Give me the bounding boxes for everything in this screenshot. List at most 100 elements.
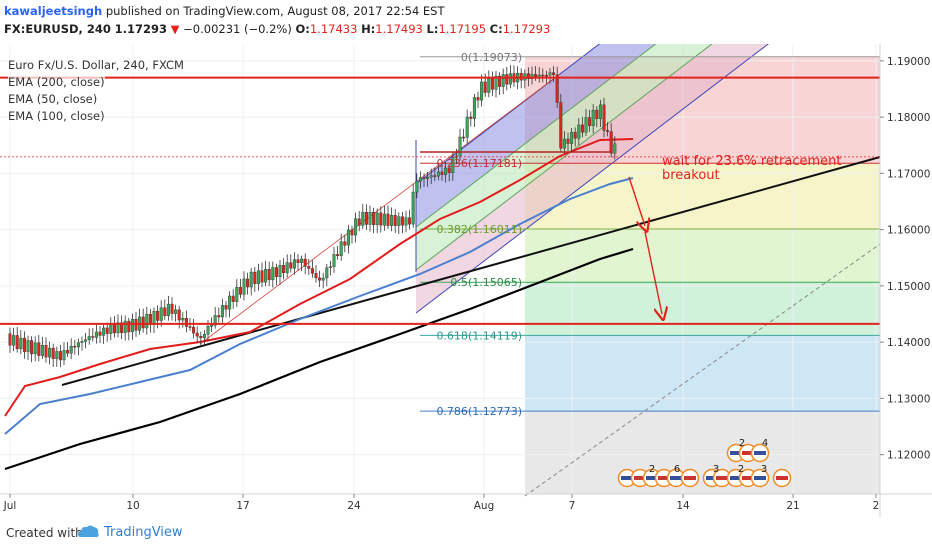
- candle-body: [33, 342, 37, 355]
- flag-stripe-icon: [776, 476, 788, 480]
- candle-body: [271, 267, 275, 281]
- flag-stripe-icon: [730, 451, 742, 455]
- candle-body: [235, 287, 239, 302]
- candle-body: [498, 75, 502, 87]
- price-tick-label: 1.16000: [887, 225, 930, 237]
- price-axis[interactable]: 1.19000 1.18000 1.17000 1.16000 1.15000 1.140…: [879, 44, 932, 517]
- publish-line: kawaljeetsingh published on TradingView.…: [4, 4, 445, 18]
- candle-body: [501, 74, 505, 87]
- candle-body: [184, 318, 188, 327]
- candle-body: [508, 73, 512, 85]
- candle-body: [606, 130, 610, 132]
- candle-body: [145, 314, 149, 329]
- candle-body: [382, 213, 386, 226]
- down-arrow-icon: ▼: [170, 22, 180, 36]
- legend-ema100[interactable]: EMA (100, close): [8, 109, 105, 123]
- price-chart[interactable]: 1.187021.143241.1729301:06:01 wait for 2…: [0, 44, 932, 517]
- candle-body: [541, 74, 545, 77]
- candle-body: [300, 258, 304, 263]
- pitchfork-channel: [199, 44, 769, 345]
- footer: Created with TradingView: [0, 517, 932, 550]
- event-count-badge: 3: [761, 464, 767, 475]
- candle-body: [598, 104, 602, 120]
- candle-body: [195, 332, 199, 337]
- candle-body: [267, 268, 271, 281]
- candle-body: [256, 270, 260, 284]
- legend-ema200[interactable]: EMA (200, close): [8, 75, 105, 89]
- candle-body: [73, 345, 77, 348]
- candle-body: [55, 351, 59, 359]
- candle-body: [418, 177, 422, 182]
- price-axis-background: [880, 44, 932, 517]
- time-tick-label: Aug: [474, 500, 495, 512]
- candle-body: [303, 258, 307, 267]
- candle-body: [458, 136, 462, 157]
- candlesticks[interactable]: [8, 65, 617, 368]
- candle-body: [289, 262, 293, 269]
- fib-label-0.5: 0.5(1.15065): [450, 276, 522, 289]
- candle-body: [48, 347, 52, 358]
- candle-body: [386, 213, 390, 226]
- candle-body: [354, 218, 358, 236]
- candle-body: [436, 171, 440, 177]
- candle-body: [465, 116, 469, 138]
- event-count-badge: 2: [738, 464, 744, 475]
- candle-body: [26, 340, 30, 352]
- flag-stripe-icon: [742, 476, 754, 480]
- flag-stripe-icon: [670, 476, 682, 480]
- flag-stripe-icon: [658, 476, 670, 480]
- candle-body: [318, 277, 322, 281]
- candle-body: [264, 268, 268, 283]
- candle-body: [364, 212, 368, 225]
- symbol-label[interactable]: FX:EURUSD, 240: [4, 22, 111, 36]
- legend-title: Euro Fx/U.S. Dollar, 240, FXCM: [8, 58, 184, 72]
- candle-body: [336, 254, 340, 256]
- candle-body: [552, 72, 556, 76]
- author-name[interactable]: kawaljeetsingh: [4, 4, 103, 18]
- candle-body: [91, 336, 95, 338]
- candle-body: [127, 320, 131, 333]
- candle-body: [602, 104, 606, 131]
- high-value: 1.17493: [375, 22, 423, 36]
- candle-body: [573, 131, 577, 139]
- legend-ema50[interactable]: EMA (50, close): [8, 92, 98, 106]
- candle-body: [40, 345, 44, 356]
- candle-body: [462, 136, 466, 139]
- candle-body: [192, 326, 196, 334]
- candle-body: [181, 318, 185, 321]
- candle-body: [310, 268, 314, 274]
- last-price: 1.17293: [114, 22, 167, 36]
- event-count-badge: 3: [713, 464, 719, 475]
- candle-body: [494, 75, 498, 90]
- candle-body: [566, 138, 570, 144]
- time-tick-label: 21: [786, 500, 799, 512]
- low-label: L:: [426, 22, 439, 36]
- annotation-line-2: breakout: [662, 168, 720, 183]
- candle-body: [433, 175, 437, 177]
- candle-body: [476, 97, 480, 101]
- flag-stripe-icon: [621, 476, 633, 480]
- candle-body: [332, 254, 336, 267]
- candle-body: [260, 270, 264, 283]
- tradingview-brand[interactable]: TradingView: [104, 525, 183, 540]
- candle-body: [116, 322, 120, 334]
- created-with-text: Created with: [6, 526, 83, 540]
- price-change: −0.00231 (−0.2%): [183, 22, 292, 36]
- fib-label-0.236: 0.236(1.17181): [436, 157, 522, 170]
- candle-body: [120, 322, 124, 333]
- flag-stripe-icon: [684, 476, 696, 480]
- candle-body: [415, 180, 419, 193]
- time-axis[interactable]: Jul 10 17 24 Aug 7 14 21 2: [0, 493, 932, 512]
- candle-body: [238, 287, 242, 295]
- event-badges[interactable]: 2 6 3 2 3 2 4: [617, 438, 792, 488]
- candle-body: [422, 177, 426, 179]
- candle-body: [69, 345, 73, 354]
- candle-body: [76, 342, 80, 348]
- flag-stripe-icon: [742, 451, 754, 455]
- candle-body: [530, 74, 534, 79]
- low-value: 1.17195: [438, 22, 487, 36]
- fib-label-0: 0(1.19073): [461, 51, 522, 64]
- upper-trend-line: [61, 156, 881, 386]
- fib-retracement-zones: [525, 56, 880, 494]
- fib-zone-0.5: [525, 282, 880, 336]
